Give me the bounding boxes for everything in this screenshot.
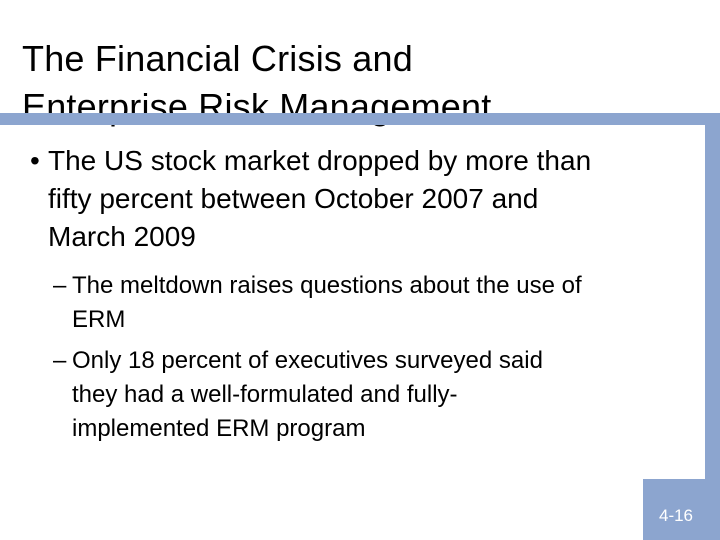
sub-bullet-list: – The meltdown raises questions about th… — [53, 269, 692, 453]
page-number-box: 4-16 — [643, 479, 720, 540]
bullet-text: The US stock market dropped by more than… — [48, 145, 592, 252]
page-number: 4-16 — [658, 505, 694, 525]
right-edge-bar — [705, 125, 720, 540]
sub-bullet-item: – The meltdown raises questions about th… — [53, 269, 692, 337]
bullet-item-main: • The US stock market dropped by more th… — [30, 142, 692, 256]
sub-bullet-text: The meltdown raises questions about the … — [72, 272, 582, 333]
title-divider-bar — [0, 113, 720, 125]
bullet-marker: • — [30, 145, 40, 176]
dash-marker: – — [53, 272, 67, 299]
dash-marker: – — [53, 347, 67, 374]
sub-bullet-item: – Only 18 percent of executives surveyed… — [53, 344, 692, 446]
sub-bullet-text: Only 18 percent of executives surveyed s… — [72, 347, 543, 442]
